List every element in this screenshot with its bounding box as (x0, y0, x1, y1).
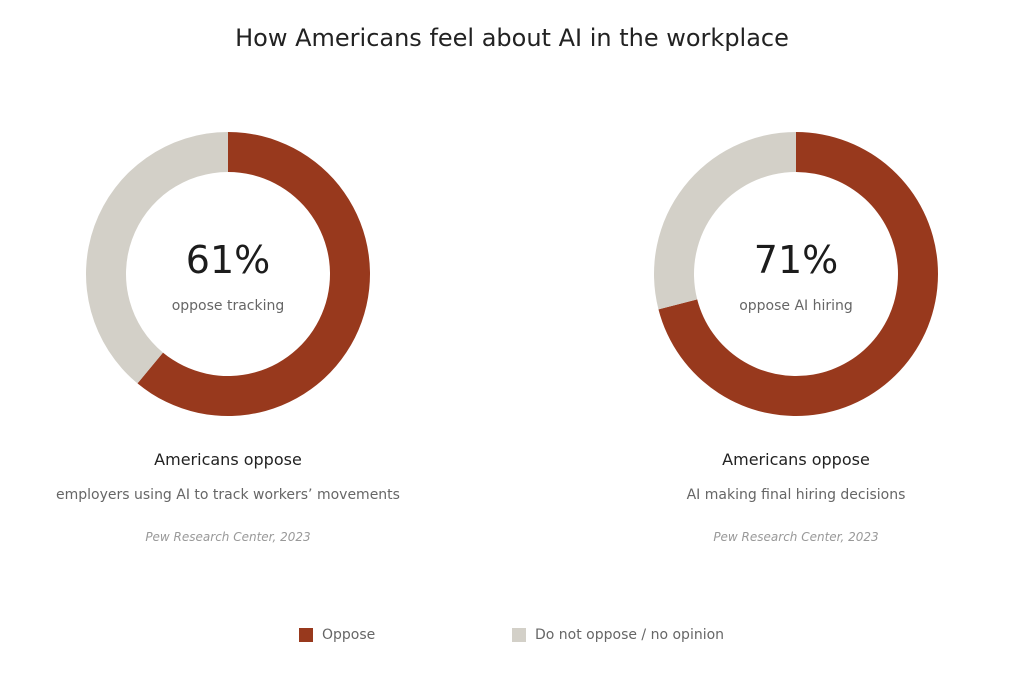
donut-segment-other (654, 132, 796, 310)
panel-description: AI making final hiring decisions (686, 487, 906, 503)
legend: Oppose Do not oppose / no opinion (0, 627, 1024, 647)
donut-chart-tracking (85, 132, 370, 416)
center-percentage: 61% (185, 238, 271, 282)
legend-item-other: Do not oppose / no opinion (512, 627, 724, 643)
donut-chart-hiring (654, 132, 938, 416)
legend-label: Oppose (322, 627, 376, 643)
chart-title: How Americans feel about AI in the workp… (235, 24, 789, 52)
legend-swatch-oppose (299, 628, 313, 642)
source-note: Pew Research Center, 2023 (145, 530, 311, 544)
source-note: Pew Research Center, 2023 (713, 530, 879, 544)
center-percentage: 71% (753, 238, 839, 282)
legend-label: Do not oppose / no opinion (535, 627, 725, 643)
panel-hiring: 71% oppose AI hiring Americans oppose AI… (586, 130, 1006, 570)
donut-segment-oppose (137, 132, 370, 416)
legend-swatch-other (512, 628, 526, 642)
panel-headline: Americans oppose (154, 450, 302, 469)
center-label: oppose AI hiring (739, 298, 853, 314)
panel-headline: Americans oppose (722, 450, 870, 469)
donut-segment-other (85, 132, 228, 384)
panel-tracking: 61% oppose tracking Americans oppose emp… (18, 130, 438, 570)
legend-item-oppose: Oppose (299, 627, 375, 643)
center-label: oppose tracking (171, 298, 285, 314)
panel-description: employers using AI to track workers’ mov… (56, 487, 400, 503)
